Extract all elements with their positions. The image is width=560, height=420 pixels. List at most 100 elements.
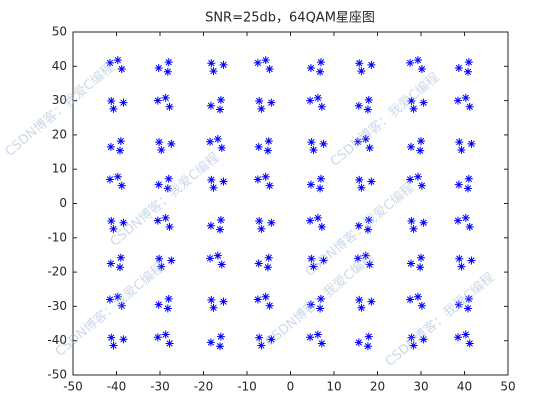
data-point xyxy=(216,105,225,114)
data-point xyxy=(309,262,318,271)
data-point xyxy=(115,146,124,155)
y-tick-label: 0 xyxy=(59,196,67,210)
data-point xyxy=(364,215,373,224)
data-point xyxy=(115,263,124,272)
data-point xyxy=(407,216,416,225)
data-point xyxy=(106,259,115,268)
data-point xyxy=(453,333,462,342)
data-point xyxy=(463,184,472,193)
data-point xyxy=(117,301,126,310)
data-point xyxy=(354,221,363,230)
data-point xyxy=(317,102,326,111)
data-point xyxy=(216,95,225,104)
data-point xyxy=(164,294,173,303)
data-point xyxy=(454,180,463,189)
data-point xyxy=(109,341,118,350)
data-point xyxy=(313,213,322,222)
data-point xyxy=(465,102,474,111)
data-point xyxy=(316,67,325,76)
x-tick-label: -10 xyxy=(237,380,257,394)
data-point xyxy=(161,330,170,339)
data-point xyxy=(355,59,364,68)
data-point xyxy=(106,142,115,151)
data-point xyxy=(465,339,474,348)
data-point xyxy=(207,175,216,184)
data-point xyxy=(254,142,263,151)
data-point xyxy=(155,254,164,263)
x-tick-label: 50 xyxy=(500,380,515,394)
data-point xyxy=(153,216,162,225)
data-point xyxy=(253,175,262,184)
data-point xyxy=(365,143,374,152)
data-point xyxy=(453,216,462,225)
data-point xyxy=(413,56,422,65)
data-point xyxy=(465,222,474,231)
plot-area xyxy=(73,32,508,375)
data-point xyxy=(209,303,218,312)
data-point xyxy=(416,263,425,272)
data-point xyxy=(419,218,428,227)
data-point xyxy=(417,137,425,146)
data-point xyxy=(105,295,114,304)
data-point xyxy=(354,101,363,110)
y-tick-label: -20 xyxy=(47,265,67,279)
data-point xyxy=(164,58,173,67)
y-tick-label: 10 xyxy=(52,162,67,176)
data-point xyxy=(406,175,415,184)
x-tick-label: -40 xyxy=(107,380,127,394)
data-point xyxy=(213,251,222,260)
data-point xyxy=(309,145,318,154)
data-point xyxy=(109,104,118,113)
data-point xyxy=(306,216,315,225)
data-point xyxy=(367,60,376,69)
data-point xyxy=(455,138,464,147)
data-point xyxy=(116,253,125,262)
data-point xyxy=(357,183,366,192)
data-point xyxy=(306,300,315,309)
data-point xyxy=(263,263,272,272)
data-point xyxy=(363,342,372,351)
y-tick-label: -30 xyxy=(47,299,67,313)
x-tick-label: -20 xyxy=(194,380,214,394)
data-point xyxy=(217,143,226,152)
data-point xyxy=(153,96,162,105)
data-point xyxy=(313,330,322,339)
data-point xyxy=(216,225,225,234)
data-point xyxy=(406,295,415,304)
data-point xyxy=(406,58,415,67)
data-point xyxy=(464,174,473,183)
y-tick-label: -40 xyxy=(47,333,67,347)
data-point xyxy=(367,177,376,186)
y-tick-label: -50 xyxy=(47,368,67,382)
data-point xyxy=(316,58,325,67)
data-point xyxy=(264,253,273,262)
data-point xyxy=(419,335,428,344)
data-point xyxy=(367,297,376,306)
data-point xyxy=(161,93,170,102)
data-point xyxy=(364,95,373,104)
data-point xyxy=(467,139,476,148)
data-point xyxy=(107,96,116,105)
data-point xyxy=(406,142,415,151)
data-point xyxy=(454,64,463,73)
axes-box xyxy=(72,31,509,376)
data-point xyxy=(361,135,370,144)
y-tick-label: 30 xyxy=(52,93,67,107)
data-point xyxy=(354,338,363,347)
data-point xyxy=(457,145,466,154)
data-point xyxy=(306,64,315,73)
y-tick-label: 50 xyxy=(52,25,67,39)
data-point xyxy=(117,65,126,74)
data-point xyxy=(261,56,270,65)
x-tick-label: 20 xyxy=(370,380,385,394)
data-point xyxy=(253,58,262,67)
data-point xyxy=(455,254,464,263)
data-point xyxy=(105,58,114,67)
data-point xyxy=(154,180,163,189)
data-point xyxy=(206,254,215,263)
data-point xyxy=(155,138,164,147)
data-point xyxy=(453,96,462,105)
data-point xyxy=(216,332,225,341)
data-point xyxy=(413,292,422,301)
data-point xyxy=(255,333,264,342)
